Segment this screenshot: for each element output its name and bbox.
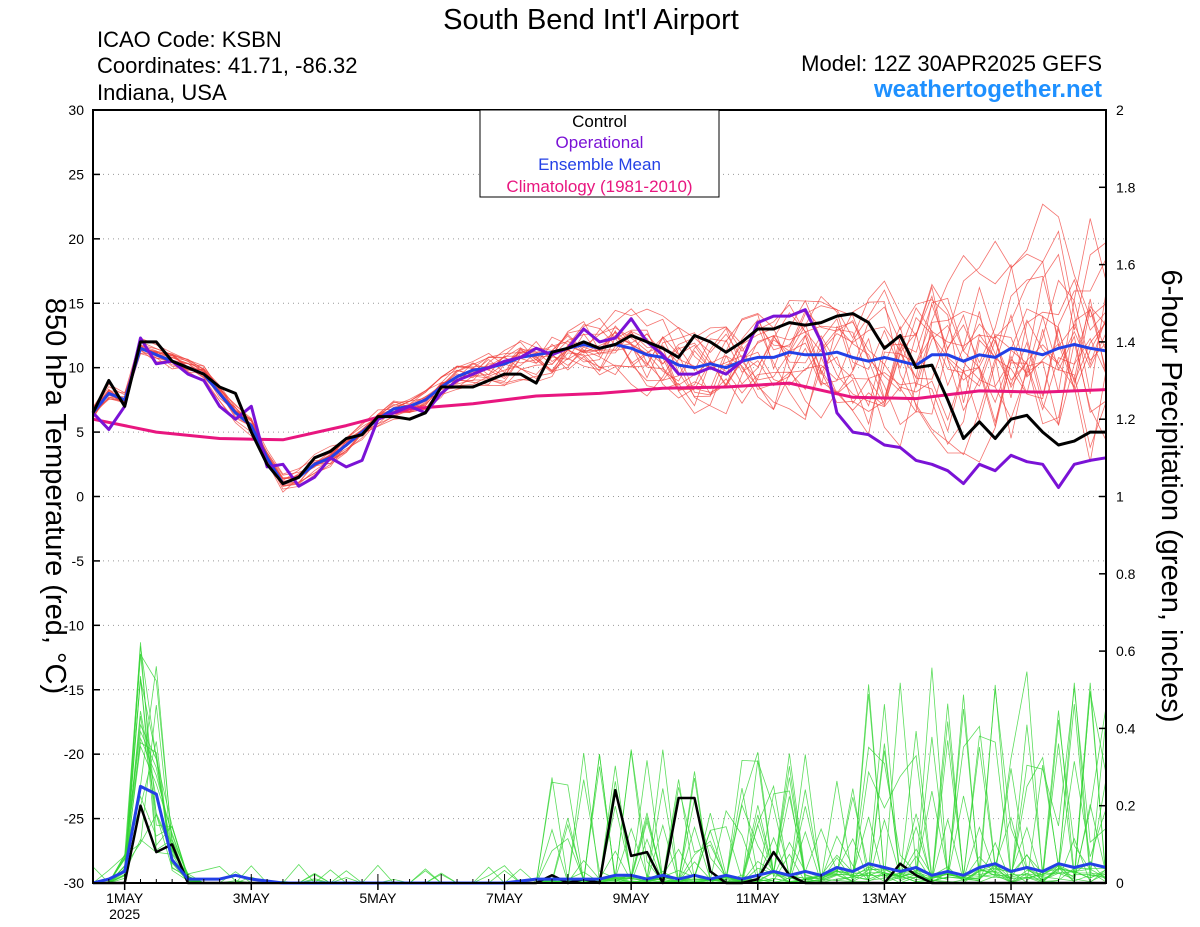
y-tick-label: -20 xyxy=(64,746,84,762)
legend-control: Control xyxy=(572,112,627,131)
y2-tick-label: 2 xyxy=(1116,102,1124,118)
x-tick-label: 3MAY xyxy=(233,890,271,906)
y-tick-label: 10 xyxy=(68,360,84,376)
x-tick-label: 13MAY xyxy=(862,890,908,906)
y2-tick-label: 1 xyxy=(1116,489,1124,505)
y-tick-label: 15 xyxy=(68,295,84,311)
y2-tick-label: 1.2 xyxy=(1116,411,1136,427)
y-tick-label: -30 xyxy=(64,875,84,891)
y2-tick-label: 0.2 xyxy=(1116,798,1136,814)
y-tick-label: -10 xyxy=(64,617,84,633)
y2-tick-label: 1.6 xyxy=(1116,257,1136,273)
climatology-line xyxy=(92,381,1107,442)
x-tick-label: 11MAY xyxy=(736,890,780,906)
temp-control-line xyxy=(91,312,1106,486)
x-tick-label: 9MAY xyxy=(613,890,651,906)
legend-climatology: Climatology (1981-2010) xyxy=(506,177,692,196)
legend-operational: Operational xyxy=(556,133,644,152)
axes: -30-25-20-15-10-505101520253000.20.40.60… xyxy=(64,102,1136,922)
y-tick-label: -25 xyxy=(64,811,84,827)
y-tick-label: -15 xyxy=(64,682,84,698)
y-tick-label: 25 xyxy=(68,166,84,182)
y2-tick-label: 1.8 xyxy=(1116,179,1136,195)
region: Indiana, USA xyxy=(97,80,227,105)
temp-operational-line xyxy=(91,308,1107,489)
model-run: Model: 12Z 30APR2025 GEFS xyxy=(801,51,1102,76)
y-tick-label: -5 xyxy=(72,553,85,569)
y2-tick-label: 0.6 xyxy=(1116,643,1136,659)
y-tick-label: 5 xyxy=(76,424,84,440)
y-tick-label: 0 xyxy=(76,489,84,505)
y2-tick-label: 0 xyxy=(1116,875,1124,891)
x-tick-label: 15MAY xyxy=(989,890,1035,906)
site-name: weathertogether.net xyxy=(873,76,1102,103)
y2-tick-label: 1.4 xyxy=(1116,334,1136,350)
chart-title: South Bend Int'l Airport xyxy=(443,4,739,36)
y-tick-label: 20 xyxy=(68,231,84,247)
y-axis-label: 850 hPa Temperature (red, °C) xyxy=(39,298,71,694)
x-tick-label: 1MAY xyxy=(106,890,144,906)
y2-axis-label: 6-hour Precipitation (green, inches) xyxy=(1155,270,1187,723)
legend: Control Operational Ensemble Mean Climat… xyxy=(479,109,720,198)
icao-code: ICAO Code: KSBN xyxy=(97,27,282,52)
y2-tick-label: 0.8 xyxy=(1116,566,1136,582)
precip-ensemble-mean-line xyxy=(92,784,1107,885)
coordinates: Coordinates: 41.71, -86.32 xyxy=(97,53,358,78)
x-tick-label: 5MAY xyxy=(359,890,397,906)
y-tick-label: 30 xyxy=(68,102,84,118)
legend-box xyxy=(479,109,720,198)
legend-ensemble-mean: Ensemble Mean xyxy=(538,155,661,174)
x-tick-sublabel: 2025 xyxy=(109,906,140,922)
x-tick-label: 7MAY xyxy=(486,890,524,906)
y2-tick-label: 0.4 xyxy=(1116,720,1136,736)
